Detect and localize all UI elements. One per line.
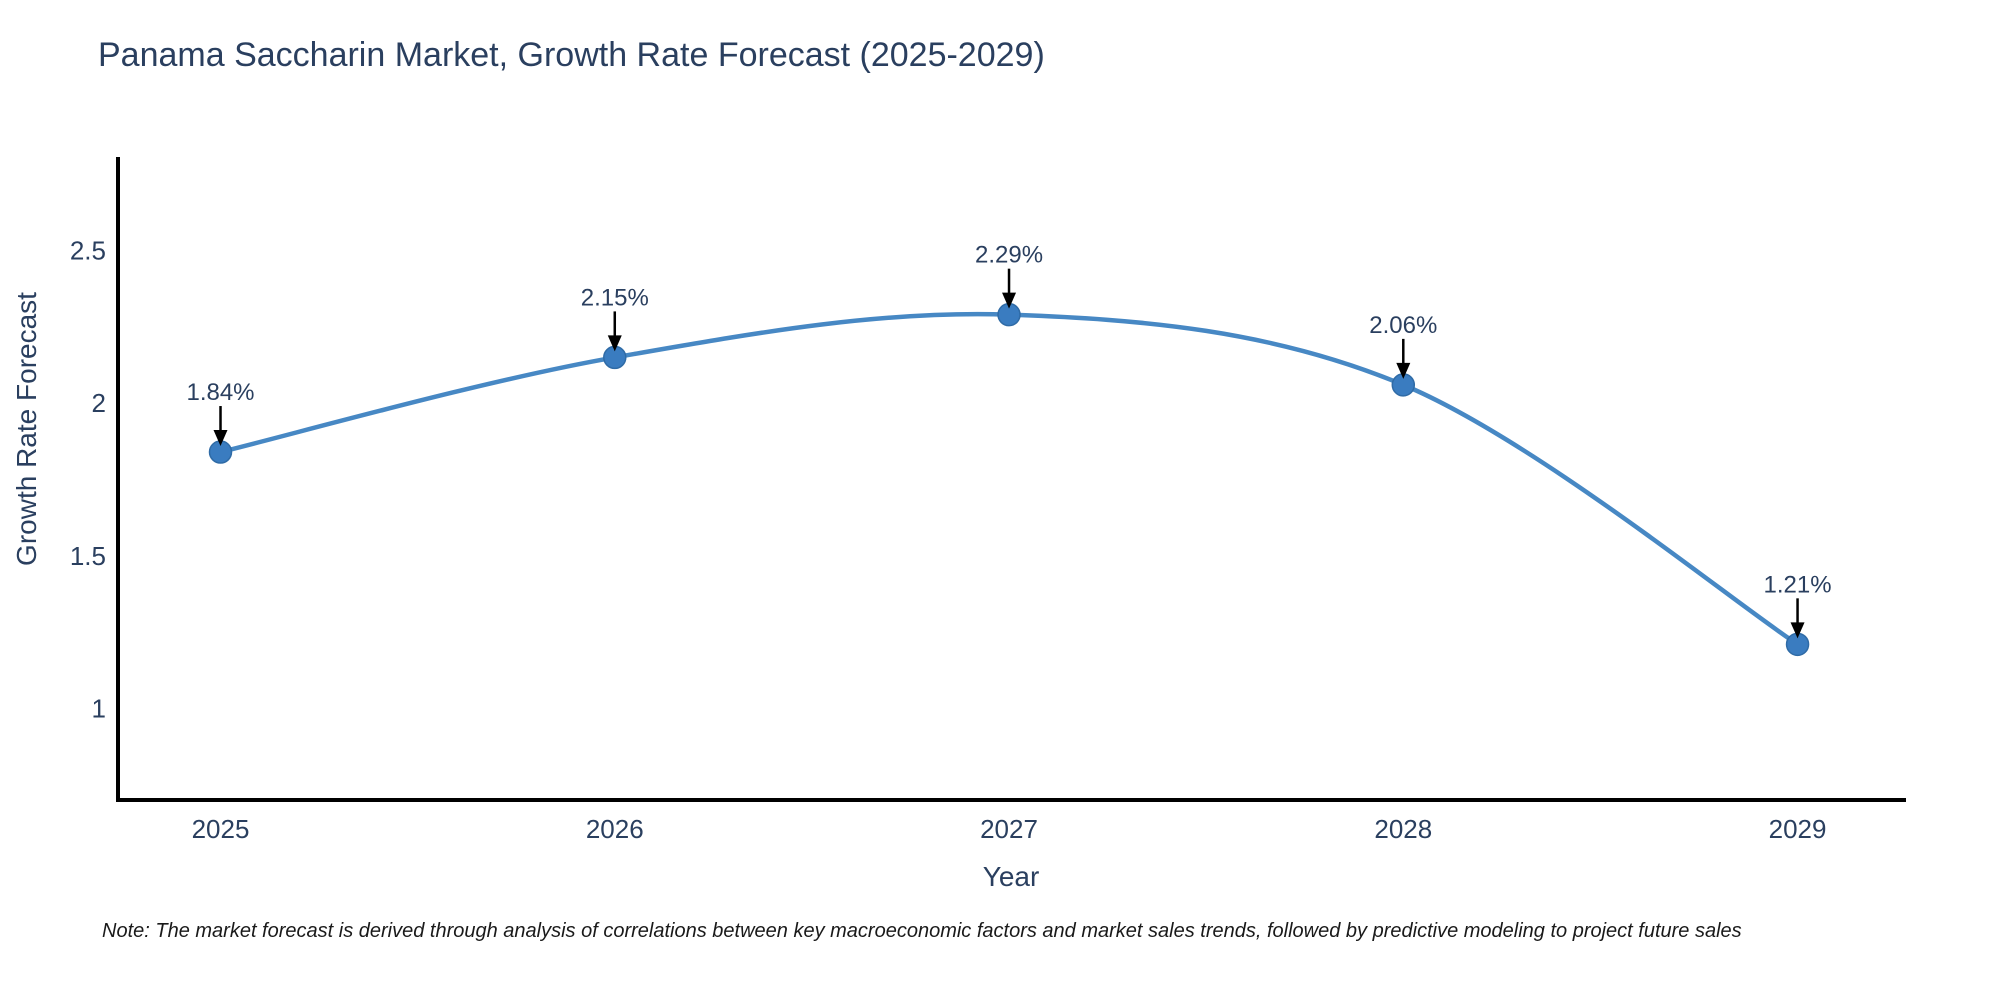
series-line [219, 311, 1799, 647]
point-label: 2.29% [975, 242, 1043, 269]
y-tick-label: 1 [92, 693, 106, 723]
x-tick-label: 2025 [192, 814, 250, 844]
y-tick-label: 2 [92, 388, 106, 418]
y-tick-label: 2.5 [70, 236, 106, 266]
annotation-arrowhead [1002, 292, 1017, 309]
point-label: 1.21% [1764, 571, 1832, 598]
annotation-arrowhead [1790, 622, 1805, 639]
annotation-arrowhead [213, 430, 228, 447]
x-tick-label: 2028 [1374, 814, 1432, 844]
annotation-arrowhead [1396, 362, 1411, 379]
axis-line [116, 157, 1906, 802]
x-tick-label: 2026 [586, 814, 644, 844]
point-label: 1.84% [186, 379, 254, 406]
chart-title: Panama Saccharin Market, Growth Rate For… [98, 36, 1045, 74]
x-tick-label: 2029 [1769, 814, 1827, 844]
point-label: 2.15% [581, 284, 649, 311]
point-label: 2.06% [1369, 312, 1437, 339]
x-tick-label: 2027 [980, 814, 1038, 844]
annotation-arrowhead [607, 335, 622, 352]
footnote: Note: The market forecast is derived thr… [102, 920, 1742, 942]
y-tick-label: 1.5 [70, 541, 106, 571]
x-axis-title: Year [982, 861, 1040, 892]
